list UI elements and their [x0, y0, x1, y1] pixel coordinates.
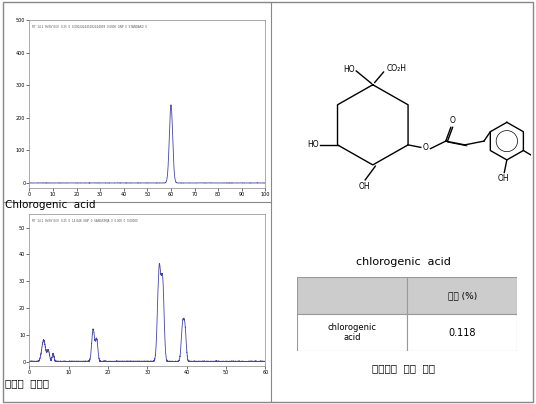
- Text: HO: HO: [343, 65, 354, 74]
- Text: Chlorogenic  acid: Chlorogenic acid: [5, 200, 96, 210]
- Text: O: O: [423, 143, 429, 152]
- Text: O: O: [449, 116, 455, 125]
- Bar: [407, 314, 517, 351]
- Text: 0.118: 0.118: [449, 328, 476, 338]
- Text: 추출물에  대한  함량: 추출물에 대한 함량: [372, 364, 435, 374]
- Text: HO: HO: [307, 140, 318, 149]
- Text: CO₂H: CO₂H: [387, 64, 407, 73]
- Text: chlorogenic  acid: chlorogenic acid: [356, 257, 451, 267]
- Bar: [297, 314, 407, 351]
- Bar: [297, 277, 407, 314]
- Text: RT  14.1  Rt/Rt'(0.0)  0.25  0  0.000242445282424858  0.0000  GNP  0  STANDARD  : RT 14.1 Rt/Rt'(0.0) 0.25 0 0.00024244528…: [32, 25, 147, 29]
- Text: OH: OH: [498, 175, 510, 183]
- Text: 상심자  추출물: 상심자 추출물: [5, 378, 49, 388]
- Text: chlorogenic
acid: chlorogenic acid: [328, 323, 377, 343]
- Text: OH: OH: [359, 183, 370, 191]
- Text: RT  14.1  Rt/Rt'(0.0)  0.25  0  14.848  GNP  0  SANGSIMJA  0  0.000  0  0.00000: RT 14.1 Rt/Rt'(0.0) 0.25 0 14.848 GNP 0 …: [32, 219, 137, 223]
- Bar: [407, 277, 517, 314]
- Text: 함량 (%): 함량 (%): [448, 291, 477, 300]
